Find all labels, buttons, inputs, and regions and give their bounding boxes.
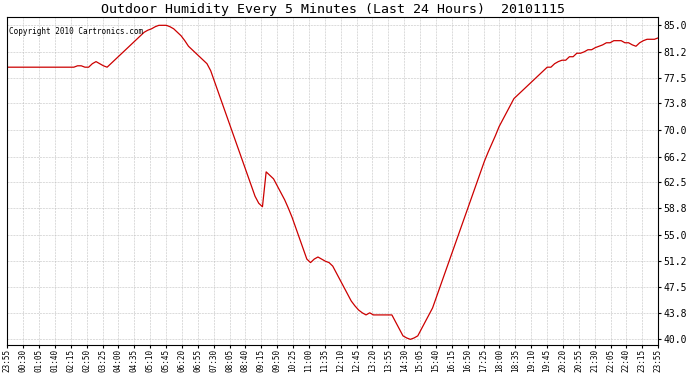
Title: Outdoor Humidity Every 5 Minutes (Last 24 Hours)  20101115: Outdoor Humidity Every 5 Minutes (Last 2… — [101, 3, 564, 16]
Text: Copyright 2010 Cartronics.com: Copyright 2010 Cartronics.com — [9, 27, 144, 36]
